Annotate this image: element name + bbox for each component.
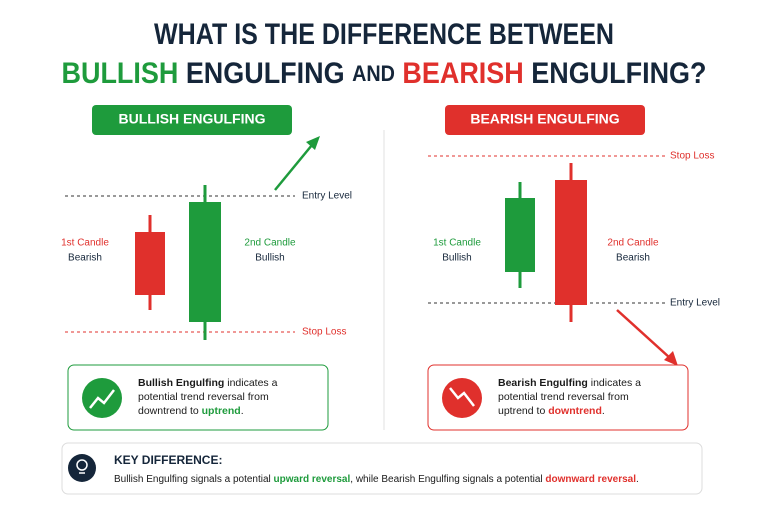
info-term: Bullish Engulfing [138, 377, 224, 389]
badge-label: BULLISH ENGULFING [119, 111, 266, 127]
icon-glyph [449, 387, 475, 407]
badge-label: BEARISH ENGULFING [470, 111, 619, 127]
info-line: Bearish Engulfing indicates a [498, 377, 641, 389]
title-line2: BULLISH ENGULFING AND BEARISH ENGULFING? [62, 57, 707, 90]
candle-type: Bullish [442, 253, 471, 264]
badge [445, 105, 645, 135]
key-text-part: . [636, 474, 639, 485]
candle [135, 232, 165, 295]
candle-label: 1st Candle [433, 238, 481, 249]
candle [505, 198, 535, 272]
info-box [427, 364, 689, 431]
info-line: potential trend reversal from [498, 391, 629, 403]
candle-type: Bearish [616, 253, 650, 264]
info-text: . [241, 405, 244, 417]
arrow [274, 144, 313, 191]
title-and: AND [352, 61, 395, 86]
info-text: downtrend to [138, 405, 202, 417]
arrow [616, 309, 671, 359]
info-highlight: downtrend [548, 405, 602, 417]
info-text: indicates a [588, 377, 641, 389]
candle-label: 2nd Candle [607, 238, 659, 249]
info-highlight: uptrend [202, 405, 241, 417]
info-line: uptrend to downtrend. [498, 405, 605, 417]
candle [555, 180, 587, 305]
info-term: Bearish Engulfing [498, 377, 588, 389]
key-heading: KEY DIFFERENCE: [114, 453, 222, 467]
badge [92, 105, 292, 135]
title-bearish: BEARISH [395, 57, 524, 90]
info-text: . [602, 405, 605, 417]
candle-label: 1st Candle [61, 238, 109, 249]
title-line1: WHAT IS THE DIFFERENCE BETWEEN [154, 18, 614, 51]
title-engulfing: ENGULFING [178, 57, 352, 90]
icon [442, 378, 482, 418]
title-bullish: BULLISH [62, 57, 179, 90]
arrow-head [306, 136, 320, 150]
key-text: Bullish Engulfing signals a potential up… [114, 474, 639, 485]
info-line: downtrend to uptrend. [138, 405, 244, 417]
key-highlight: downward reversal [545, 474, 636, 485]
key-text-part: , while Bearish Engulfing signals a pote… [350, 474, 545, 485]
info-line: Bullish Engulfing indicates a [138, 377, 278, 389]
key-highlight: upward reversal [274, 474, 351, 485]
candle-type: Bearish [68, 253, 102, 264]
candle-type: Bullish [255, 253, 284, 264]
info-text: uptrend to [498, 405, 548, 417]
title-engulfing: ENGULFING? [524, 57, 707, 90]
entry-label: Entry Level [670, 298, 720, 309]
candle [189, 202, 221, 322]
key-icon-glyph [76, 459, 88, 471]
candle-label: 2nd Candle [244, 238, 296, 249]
stop-label: Stop Loss [302, 327, 346, 338]
entry-label: Entry Level [302, 191, 352, 202]
icon [82, 378, 122, 418]
stop-label: Stop Loss [670, 151, 714, 162]
icon-glyph [89, 389, 115, 409]
info-line: potential trend reversal from [138, 391, 269, 403]
key-box [61, 442, 703, 495]
info-text: indicates a [224, 377, 277, 389]
key-icon [68, 454, 96, 482]
info-box [67, 364, 329, 431]
arrow-head [664, 351, 678, 366]
key-text-part: Bullish Engulfing signals a potential [114, 474, 274, 485]
